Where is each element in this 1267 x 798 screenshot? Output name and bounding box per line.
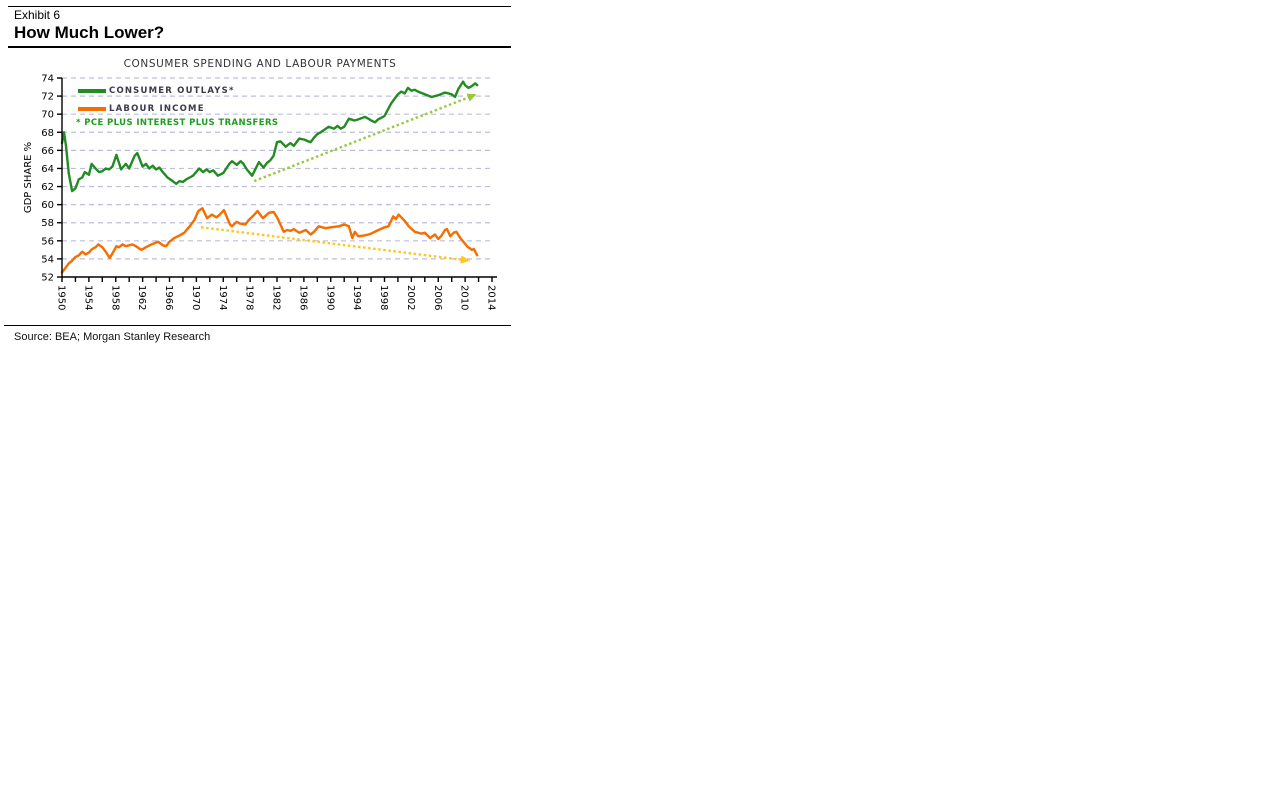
y-tick-label: 52 <box>41 273 54 284</box>
y-tick-label: 68 <box>41 128 54 139</box>
chart-title: CONSUMER SPENDING AND LABOUR PAYMENTS <box>123 58 397 70</box>
labour-income-trend-arrowhead <box>460 255 470 264</box>
chart-footnote: * PCE PLUS INTEREST PLUS TRANSFERS <box>76 118 279 128</box>
source-rule <box>4 325 511 326</box>
x-tick-label: 2006 <box>432 285 443 310</box>
page-title: How Much Lower? <box>14 23 165 42</box>
y-tick-label: 66 <box>41 146 54 157</box>
x-tick-label: 1986 <box>297 285 308 310</box>
x-tick-label: 2010 <box>459 285 470 310</box>
line-chart: 52 54 56 58 60 62 64 66 68 70 72 74 1950 1954 1958 1962… <box>23 74 497 310</box>
y-tick-label: 72 <box>41 92 54 103</box>
x-tick-label: 1982 <box>271 285 282 310</box>
y-tick-label: 54 <box>41 254 54 265</box>
consumer-outlays-trend-arrowhead <box>466 93 477 102</box>
consumer-outlays-line <box>60 80 479 193</box>
title-rule <box>8 46 511 48</box>
labour-income-line <box>60 207 479 274</box>
legend-labour-income-label: LABOUR INCOME <box>109 104 205 114</box>
y-tick-label: 74 <box>41 74 54 85</box>
y-tick-label: 70 <box>41 110 54 121</box>
consumer-outlays-trend <box>253 93 477 183</box>
legend-consumer-outlays-label: CONSUMER OUTLAYS* <box>109 86 235 96</box>
x-tick-label: 1994 <box>351 285 362 310</box>
x-tick-label: 1962 <box>136 285 147 310</box>
y-tick-label: 58 <box>41 218 54 229</box>
top-rule <box>8 6 511 7</box>
x-tick-label: 1966 <box>163 285 174 310</box>
legend-labour-income-swatch <box>78 107 106 111</box>
y-tick-label: 60 <box>41 200 54 211</box>
x-tick-label: 2002 <box>405 285 416 310</box>
exhibit-label: Exhibit 6 <box>14 8 61 22</box>
x-tick-label: 2014 <box>486 285 497 310</box>
y-tick-label: 56 <box>41 236 54 247</box>
source-line: Source: BEA; Morgan Stanley Research <box>14 331 211 343</box>
y-tick-label: 62 <box>41 182 54 193</box>
y-axis-title: GDP SHARE % <box>23 142 34 213</box>
labour-income-trend <box>200 226 470 262</box>
x-tick-label: 1954 <box>82 285 93 310</box>
x-tick-label: 1974 <box>217 285 228 310</box>
x-tick-label: 1978 <box>244 285 255 310</box>
x-tick-label: 1998 <box>378 285 389 310</box>
y-tick-label: 64 <box>41 164 54 175</box>
legend-consumer-outlays-swatch <box>78 89 106 93</box>
x-tick-label: 1990 <box>324 285 335 310</box>
x-tick-label: 1970 <box>190 285 201 310</box>
x-tick-label: 1958 <box>109 285 120 310</box>
x-tick-label: 1950 <box>56 285 67 310</box>
